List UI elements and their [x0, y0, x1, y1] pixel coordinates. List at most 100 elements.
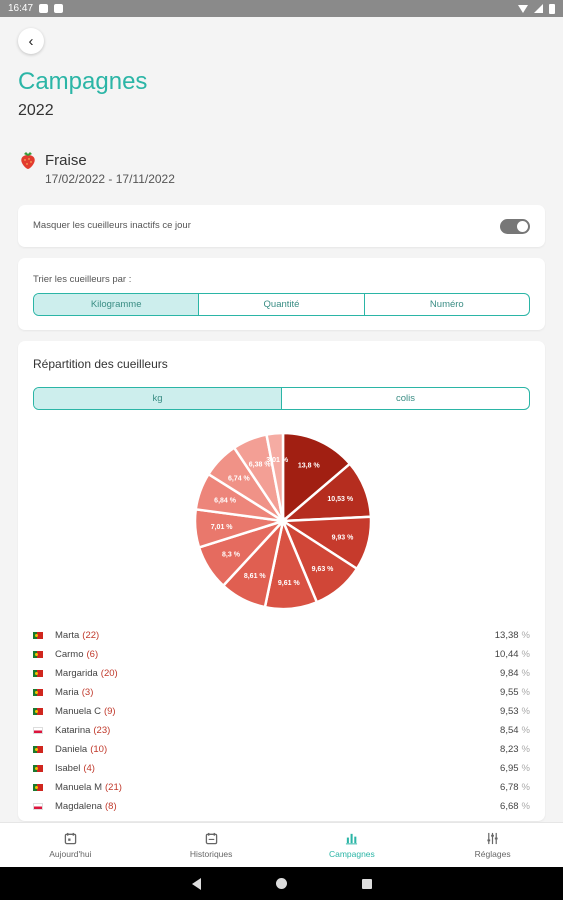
pie-slice-label: 6,74 %: [228, 476, 251, 483]
flag-pt-icon: [33, 689, 43, 696]
picker-row[interactable]: Magdalena (8) 6,68%: [33, 797, 530, 816]
unit-option-colis[interactable]: colis: [281, 388, 529, 409]
picker-row[interactable]: Carmo (6) 10,44%: [33, 645, 530, 664]
nav-today-label: Aujourd'hui: [49, 848, 92, 859]
sort-option-numero[interactable]: Numéro: [363, 294, 529, 315]
picker-percentage: 9,55: [500, 687, 519, 698]
strawberry-icon: [21, 152, 35, 169]
calendar-history-icon: [205, 832, 217, 844]
repartition-card: Répartition des cueilleurs kg colis 13,8…: [18, 341, 545, 821]
pie-chart-svg: 13,8 % 10,53 % 9,93 % 9,63 % 9,61 % 8,61 % 8,3…: [193, 431, 373, 611]
pie-slice-label: 9,93 %: [332, 534, 355, 541]
nav-settings-label: Réglages: [474, 848, 511, 859]
status-time: 16:47: [8, 3, 34, 14]
pie-slice-label: 6,84 %: [214, 498, 237, 505]
nav-history-label: Historiques: [189, 848, 233, 859]
picker-percentage: 6,78: [500, 782, 519, 793]
picker-count: (21): [105, 782, 122, 793]
picker-name: Magdalena: [55, 801, 103, 812]
page-title: Campagnes: [18, 68, 148, 95]
notification-icon: [39, 4, 49, 13]
picker-name: Margarida: [55, 668, 98, 679]
pie-slice-label: 3,01 %: [266, 457, 289, 464]
sort-card: Trier les cueilleurs par : Kilogramme Qu…: [18, 258, 545, 330]
picker-name: Maria: [55, 687, 79, 698]
pie-slice-label: 9,63 %: [312, 566, 335, 573]
flag-pt-icon: [33, 708, 43, 715]
picker-count: (20): [100, 668, 118, 679]
sort-segmented-control: Kilogramme Quantité Numéro: [33, 293, 530, 316]
unit-option-kg[interactable]: kg: [34, 388, 281, 409]
sort-label: Trier les cueilleurs par :: [33, 274, 132, 285]
percent-sign: %: [521, 706, 530, 717]
picker-percentage: 10,44: [494, 649, 519, 660]
nav-campaigns[interactable]: Campagnes: [282, 823, 423, 867]
flag-pt-icon: [33, 651, 43, 658]
back-button[interactable]: ‹: [18, 28, 44, 54]
bar-chart-icon: [346, 833, 358, 844]
picker-row[interactable]: Margarida (20) 9,84%: [33, 664, 530, 683]
nav-today[interactable]: Aujourd'hui: [0, 823, 141, 867]
picker-percentage: 6,95: [500, 763, 519, 774]
pie-slice: [265, 431, 285, 522]
sort-option-kilogramme[interactable]: Kilogramme: [34, 294, 199, 315]
picker-row[interactable]: Katarina (23) 8,54%: [33, 721, 530, 740]
pie-slice-label: 8,3 %: [222, 551, 241, 558]
hide-inactive-toggle[interactable]: [500, 219, 530, 234]
picker-row[interactable]: Maria (3) 9,55%: [33, 683, 530, 702]
picker-percentage: 6,68: [500, 801, 519, 812]
picker-name: Manuela C: [55, 706, 101, 717]
picker-count: (4): [83, 763, 95, 774]
system-nav-bar: [0, 867, 563, 900]
percent-sign: %: [521, 782, 530, 793]
pie-slice-label: 8,61 %: [244, 573, 267, 580]
status-bar: 16:47: [0, 0, 563, 17]
nav-settings[interactable]: Réglages: [422, 823, 563, 867]
picker-count: (8): [105, 801, 117, 812]
picker-percentage: 13,38: [494, 630, 519, 641]
fruit-name: Fraise: [45, 152, 87, 169]
hide-inactive-label: Masquer les cueilleurs inactifs ce jour: [33, 220, 191, 231]
pie-slice-label: 7,01 %: [211, 524, 234, 531]
percent-sign: %: [521, 630, 530, 641]
pie-slice-label: 6,38 %: [249, 461, 272, 468]
flag-pl-icon: [33, 803, 43, 810]
picker-count: (23): [93, 725, 111, 736]
system-back-icon[interactable]: [191, 877, 201, 890]
percent-sign: %: [521, 763, 530, 774]
picker-name: Manuela M: [55, 782, 102, 793]
pie-slice-label: 10,53 %: [327, 496, 353, 503]
picker-count: (3): [81, 687, 94, 698]
picker-name: Daniela: [55, 744, 88, 755]
repartition-title: Répartition des cueilleurs: [33, 357, 168, 371]
calendar-today-icon: [64, 832, 77, 844]
picker-row[interactable]: Isabel (4) 6,95%: [33, 759, 530, 778]
picker-percentage: 9,53: [500, 706, 519, 717]
picker-name: Carmo: [55, 649, 84, 660]
nav-campaigns-label: Campagnes: [328, 848, 375, 859]
percent-sign: %: [521, 687, 530, 698]
signal-icon: [534, 4, 543, 13]
picker-row[interactable]: Marta (22) 13,38%: [33, 626, 530, 645]
picker-row[interactable]: Daniela (10) 8,23%: [33, 740, 530, 759]
picker-count: (9): [103, 706, 116, 717]
toggle-knob: [517, 221, 528, 232]
percent-sign: %: [521, 801, 530, 812]
percent-sign: %: [521, 725, 530, 736]
percent-sign: %: [521, 649, 530, 660]
nav-history[interactable]: Historiques: [141, 823, 282, 867]
picker-count: (22): [82, 630, 100, 641]
system-recents-icon[interactable]: [361, 878, 372, 889]
picker-name: Marta: [55, 630, 80, 641]
picker-row[interactable]: Manuela M (21) 6,78%: [33, 778, 530, 797]
system-home-icon[interactable]: [275, 878, 287, 889]
battery-icon: [549, 3, 555, 14]
picker-row[interactable]: Manuela C (9) 9,53%: [33, 702, 530, 721]
picker-count: (10): [90, 744, 108, 755]
sort-option-quantite[interactable]: Quantité: [198, 294, 363, 315]
campaign-year: 2022: [18, 102, 54, 119]
chevron-left-icon: ‹: [28, 32, 34, 50]
notification-icon-2: [54, 4, 64, 13]
picker-percentage: 8,23: [500, 744, 519, 755]
flag-pt-icon: [33, 632, 43, 639]
